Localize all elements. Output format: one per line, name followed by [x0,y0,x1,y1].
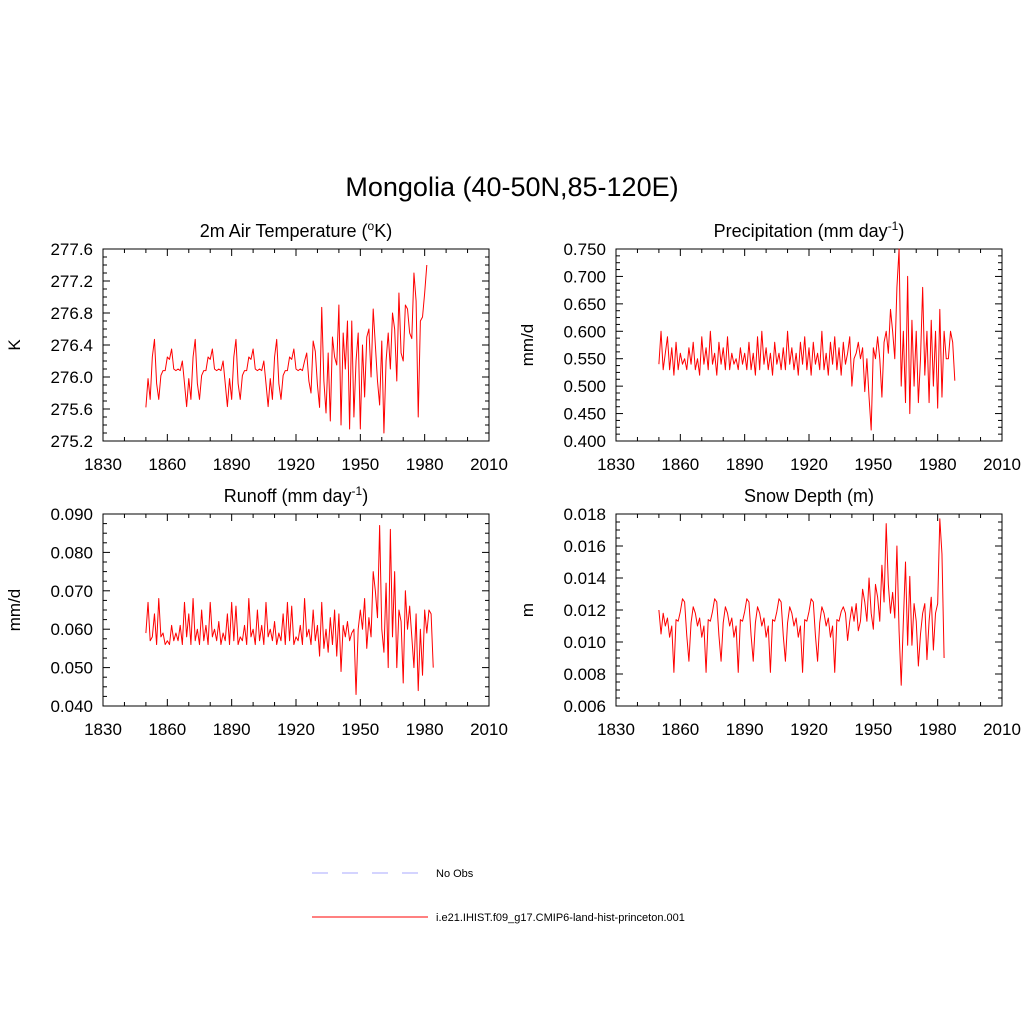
y-axis-label: m [518,603,537,617]
panel-title: 2m Air Temperature (oK) [200,219,392,241]
x-tick-label: 1890 [726,455,764,474]
y-tick-label: 0.008 [563,665,606,684]
plot-frame [102,513,490,707]
legend-label-no-obs: No Obs [436,868,474,880]
x-tick-label: 1950 [854,720,892,739]
y-tick-label: 0.016 [563,537,606,556]
x-tick-label: 1830 [597,455,635,474]
y-tick-label: 0.012 [563,601,606,620]
x-tick-label: 1920 [277,720,315,739]
y-tick-label: 0.750 [563,240,606,259]
x-tick-label: 1980 [919,455,957,474]
x-tick-label: 1860 [148,720,186,739]
panel-3: 1830 1860 1890 1920 1950 1980 2010 0.006 0.008 0.… [518,486,1021,739]
x-tick-label: 1890 [213,720,251,739]
legend-label-model: i.e21.IHIST.f09_g17.CMIP6-land-hist-prin… [436,912,685,924]
panel-0: 1830 1860 1890 1920 1950 1980 2010 275.2 275.6 27… [5,219,508,474]
x-tick-label: 1950 [341,720,379,739]
series-line [658,518,945,686]
y-tick-label: 275.6 [50,400,93,419]
panel-title: Snow Depth (m) [744,486,874,506]
panel-2: 1830 1860 1890 1920 1950 1980 2010 0.040 0.050 0.… [5,484,508,739]
y-tick-label: 276.8 [50,304,93,323]
x-tick-label: 1860 [661,455,699,474]
panels: 1830 1860 1890 1920 1950 1980 2010 275.2 275.6 27… [5,219,1021,739]
y-axis-label: mm/d [5,589,24,632]
y-tick-label: 0.060 [50,620,93,639]
x-tick-label: 1980 [406,720,444,739]
y-tick-label: 0.650 [563,295,606,314]
y-axis-label: K [5,339,24,351]
x-tick-label: 1920 [277,455,315,474]
x-tick-label: 2010 [983,720,1021,739]
y-tick-label: 276.0 [50,368,93,387]
x-tick-label: 1830 [597,720,635,739]
x-tick-label: 1980 [406,455,444,474]
y-tick-label: 277.2 [50,272,93,291]
y-tick-label: 0.450 [563,405,606,424]
x-tick-label: 1860 [148,455,186,474]
x-tick-label: 2010 [470,720,508,739]
x-tick-label: 1860 [661,720,699,739]
y-tick-label: 0.080 [50,543,93,562]
y-tick-label: 0.040 [50,697,93,716]
panel-title: Runoff (mm day-1) [224,484,368,506]
y-tick-label: 0.010 [563,633,606,652]
x-tick-label: 1830 [84,720,122,739]
series-line [658,248,956,431]
y-tick-label: 0.070 [50,582,93,601]
y-tick-label: 0.700 [563,267,606,286]
x-tick-label: 1950 [341,455,379,474]
x-tick-label: 1890 [726,720,764,739]
x-tick-label: 2010 [470,455,508,474]
x-tick-label: 2010 [983,455,1021,474]
series-line [145,264,428,434]
y-tick-label: 0.014 [563,569,606,588]
plot-frame [102,248,490,442]
y-tick-label: 275.2 [50,432,93,451]
y-tick-label: 0.500 [563,377,606,396]
y-axis-label: mm/d [518,324,537,367]
panel-1: 1830 1860 1890 1920 1950 1980 2010 0.400 0.450 0.… [518,219,1021,474]
y-tick-label: 0.018 [563,505,606,524]
y-tick-label: 0.090 [50,505,93,524]
x-tick-label: 1920 [790,455,828,474]
x-tick-label: 1920 [790,720,828,739]
y-tick-label: 0.600 [563,322,606,341]
series-line [145,525,434,695]
y-tick-label: 0.006 [563,697,606,716]
figure-title: Mongolia (40-50N,85-120E) [345,172,678,202]
y-tick-label: 0.550 [563,350,606,369]
y-tick-label: 277.6 [50,240,93,259]
legend: No Obs i.e21.IHIST.f09_g17.CMIP6-land-hi… [312,868,685,924]
x-tick-label: 1830 [84,455,122,474]
y-tick-label: 0.050 [50,659,93,678]
x-tick-label: 1980 [919,720,957,739]
x-tick-label: 1950 [854,455,892,474]
panel-title: Precipitation (mm day-1) [714,219,905,241]
y-tick-label: 0.400 [563,432,606,451]
y-tick-label: 276.4 [50,336,93,355]
x-tick-label: 1890 [213,455,251,474]
